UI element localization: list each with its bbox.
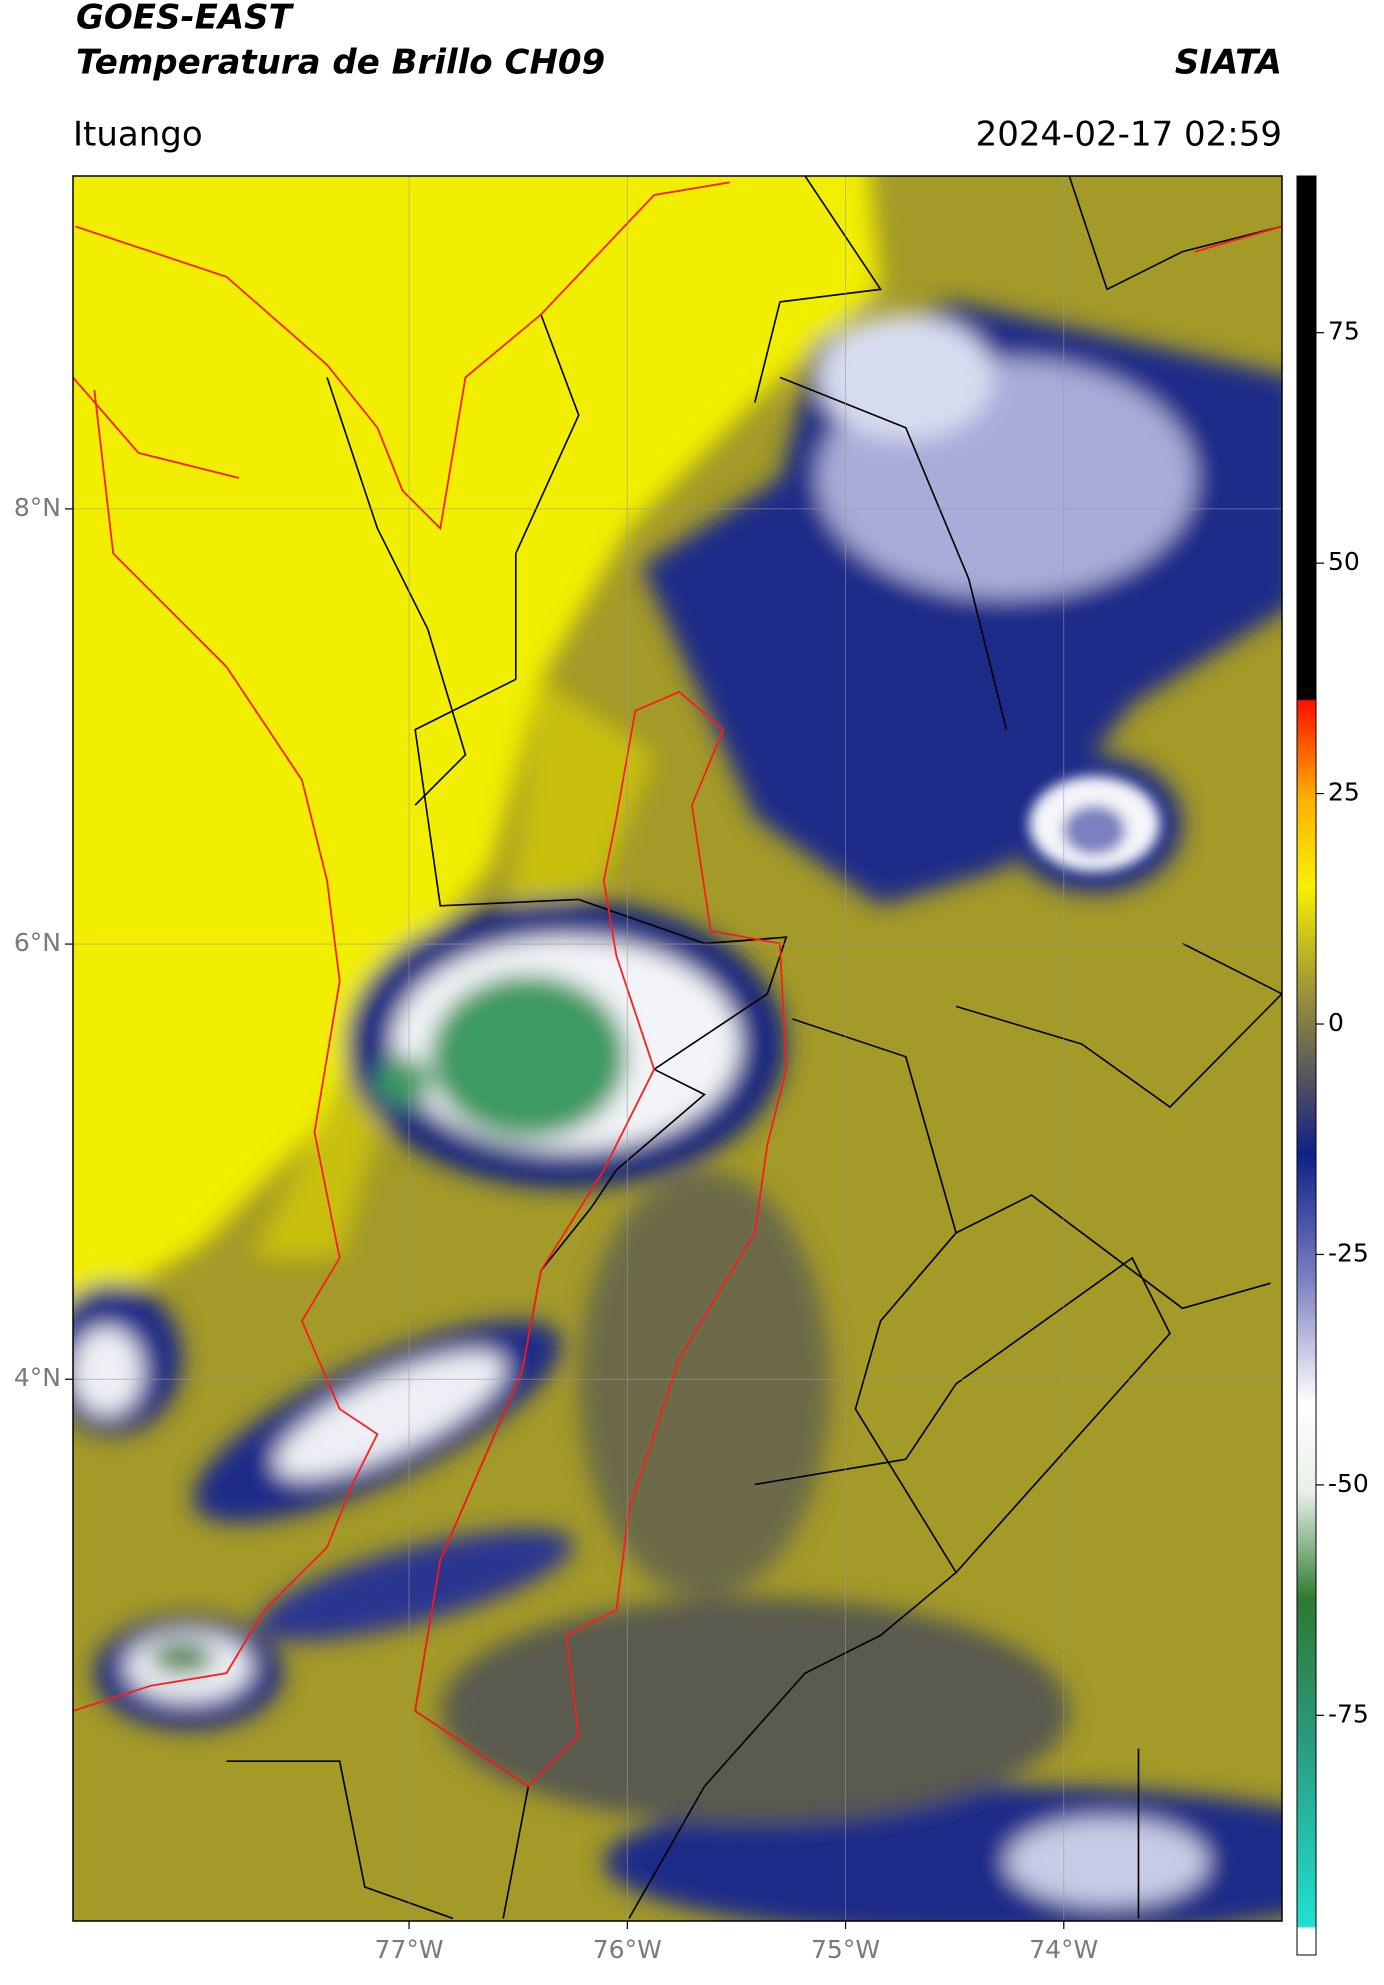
region: Ituango	[73, 115, 203, 155]
subtitle: Temperatura de Brillo CH09	[76, 43, 605, 83]
title: GOES-EAST	[76, 0, 295, 38]
colorbar-tick-label: 25	[1328, 778, 1360, 807]
colorbar-tick-label: 0	[1328, 1008, 1344, 1037]
x-tick-label: 75°W	[811, 1935, 880, 1964]
grid	[73, 176, 1282, 1921]
colorbar-tick-label: -75	[1328, 1699, 1369, 1728]
source: SIATA	[1175, 43, 1282, 83]
datetime: 2024-02-17 02:59	[976, 115, 1282, 155]
x-tick-label: 76°W	[593, 1935, 662, 1964]
x-tick-label: 77°W	[375, 1935, 444, 1964]
plot-frame	[72, 175, 1283, 1922]
colorbar	[1296, 175, 1317, 1956]
colorbar-tick-label: 50	[1328, 547, 1360, 576]
map-imagery	[73, 176, 1282, 1921]
colorbar-tick-label: -50	[1328, 1469, 1369, 1498]
x-tick-label: 74°W	[1029, 1935, 1098, 1964]
colorbar-tick-label: 75	[1328, 317, 1360, 346]
y-tick-label: 4°N	[14, 1363, 61, 1392]
y-tick-label: 6°N	[14, 928, 61, 957]
colorbar-tick-label: -25	[1328, 1238, 1369, 1267]
y-tick-label: 8°N	[14, 493, 61, 522]
